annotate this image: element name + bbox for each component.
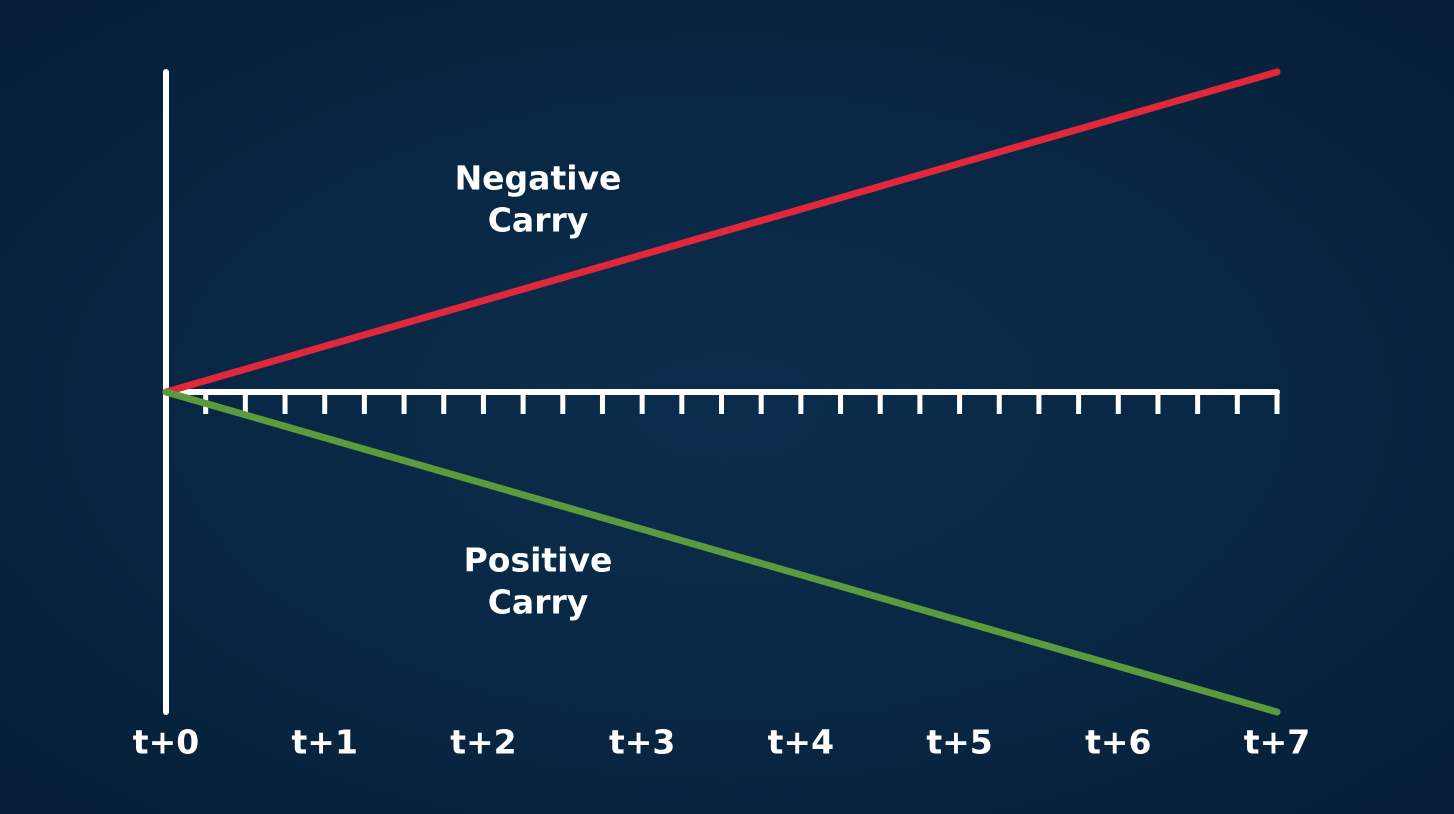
x-tick-label: t+3	[609, 723, 675, 762]
series-line	[162, 68, 1281, 396]
series-label: Negative	[455, 159, 622, 198]
series-line	[162, 388, 1281, 716]
x-tick-label: t+7	[1244, 723, 1310, 762]
x-tick-label: t+4	[768, 723, 834, 762]
series-label: Carry	[488, 583, 589, 622]
x-tick-label: t+1	[292, 723, 358, 762]
series-label: Carry	[488, 201, 589, 240]
series-label: Positive	[464, 541, 613, 580]
x-tick-label: t+2	[450, 723, 516, 762]
x-tick-label: t+6	[1085, 723, 1151, 762]
x-tick-label: t+5	[926, 723, 992, 762]
x-tick-label: t+0	[133, 723, 199, 762]
